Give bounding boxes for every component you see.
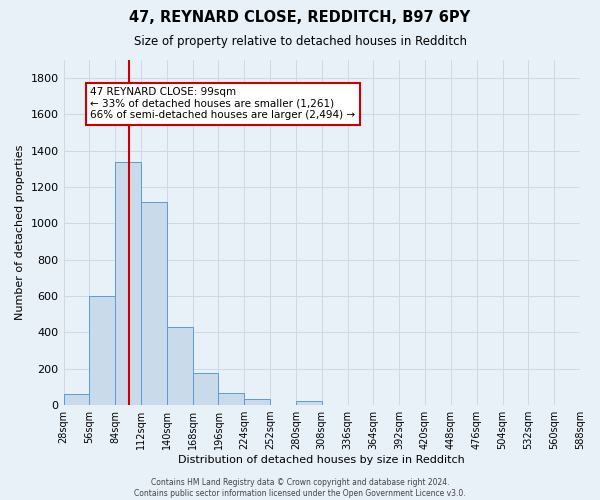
- Bar: [218, 394, 244, 405]
- Bar: [244, 398, 270, 405]
- Bar: [64, 394, 89, 405]
- Bar: [296, 402, 322, 405]
- Bar: [193, 374, 218, 405]
- Bar: [167, 327, 193, 405]
- Bar: [115, 162, 141, 405]
- Y-axis label: Number of detached properties: Number of detached properties: [15, 145, 25, 320]
- Text: Size of property relative to detached houses in Redditch: Size of property relative to detached ho…: [133, 35, 467, 48]
- Text: Contains HM Land Registry data © Crown copyright and database right 2024.
Contai: Contains HM Land Registry data © Crown c…: [134, 478, 466, 498]
- Text: 47, REYNARD CLOSE, REDDITCH, B97 6PY: 47, REYNARD CLOSE, REDDITCH, B97 6PY: [130, 10, 470, 25]
- X-axis label: Distribution of detached houses by size in Redditch: Distribution of detached houses by size …: [178, 455, 465, 465]
- Bar: [141, 202, 167, 405]
- Bar: [89, 296, 115, 405]
- Text: 47 REYNARD CLOSE: 99sqm
← 33% of detached houses are smaller (1,261)
66% of semi: 47 REYNARD CLOSE: 99sqm ← 33% of detache…: [90, 87, 355, 120]
